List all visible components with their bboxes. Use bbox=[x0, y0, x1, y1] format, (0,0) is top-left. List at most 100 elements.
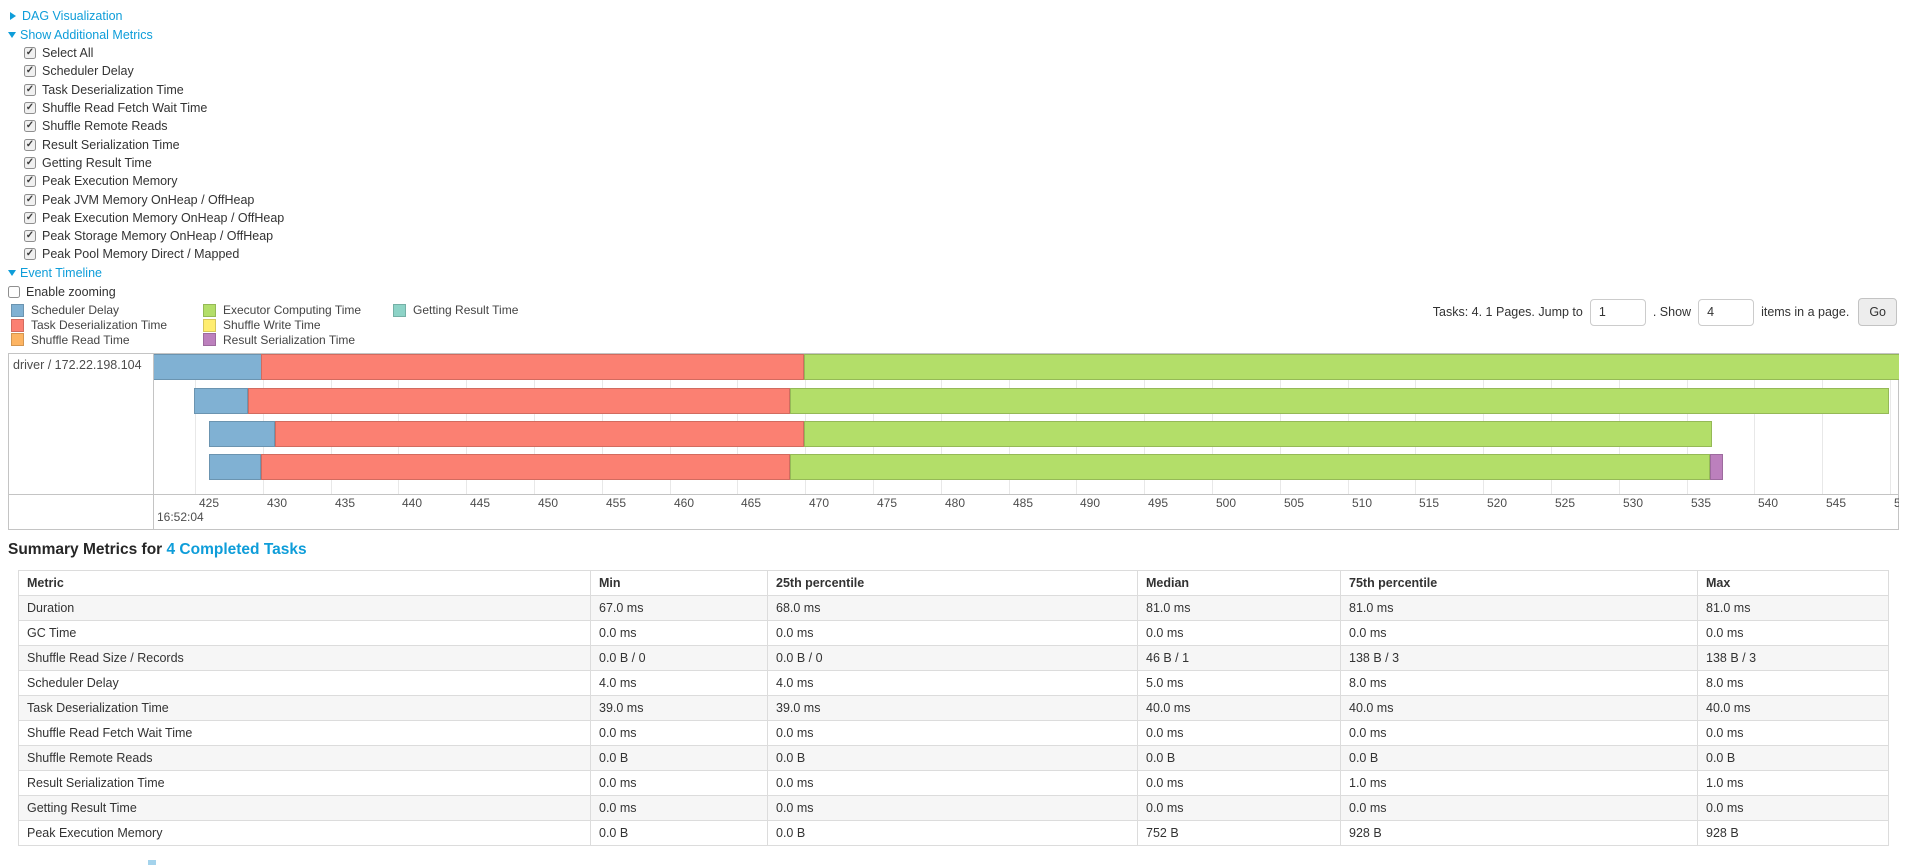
task-bar-segment-scheduler-delay[interactable] bbox=[208, 421, 275, 447]
metric-checkbox-row[interactable]: Peak Execution Memory OnHeap / OffHeap bbox=[24, 209, 284, 227]
legend-item-label: Getting Result Time bbox=[413, 303, 519, 318]
metric-checkbox-row[interactable]: Scheduler Delay bbox=[24, 62, 284, 80]
metric-checkbox-label: Scheduler Delay bbox=[42, 64, 134, 79]
metric-value-cell: 0.0 ms bbox=[590, 620, 768, 646]
metric-checkbox-row[interactable]: Peak Execution Memory bbox=[24, 172, 284, 190]
metric-checkbox-row[interactable]: Peak Storage Memory OnHeap / OffHeap bbox=[24, 227, 284, 245]
metric-checkbox-label: Peak JVM Memory OnHeap / OffHeap bbox=[42, 192, 255, 207]
metric-value-cell: 1.0 ms bbox=[1697, 770, 1889, 796]
event-timeline-toggle[interactable]: Event Timeline bbox=[8, 264, 284, 283]
metric-checkbox[interactable] bbox=[24, 65, 36, 78]
task-bar-segment-executor-computing[interactable] bbox=[803, 421, 1713, 447]
metric-name-cell: Task Deserialization Time bbox=[18, 695, 591, 721]
metric-checkbox-row[interactable]: Select All bbox=[24, 44, 284, 62]
metric-checkbox-row[interactable]: Shuffle Read Fetch Wait Time bbox=[24, 99, 284, 117]
task-bar-segment-scheduler-delay[interactable] bbox=[208, 454, 262, 480]
event-timeline-link[interactable]: Event Timeline bbox=[20, 266, 102, 281]
metric-checkbox[interactable] bbox=[24, 156, 36, 169]
task-bar-segment-task-deserialization[interactable] bbox=[261, 454, 791, 480]
metric-checkbox[interactable] bbox=[24, 248, 36, 261]
metric-checkbox[interactable] bbox=[24, 83, 36, 96]
task-bar-segment-executor-computing[interactable] bbox=[803, 354, 1899, 380]
legend-column: Getting Result Time bbox=[393, 303, 518, 347]
metric-value-cell: 0.0 ms bbox=[1137, 770, 1341, 796]
metric-checkbox[interactable] bbox=[24, 211, 36, 224]
go-button[interactable]: Go bbox=[1858, 298, 1897, 326]
table-row: Result Serialization Time 0.0 ms 0.0 ms 0.0… bbox=[18, 770, 1889, 796]
metric-value-cell: 67.0 ms bbox=[590, 595, 768, 621]
task-bar-segment-task-deserialization[interactable] bbox=[261, 354, 804, 380]
dag-visualization-link[interactable]: DAG Visualization bbox=[22, 8, 123, 23]
axis-tick-label: 490 bbox=[1080, 496, 1101, 510]
task-bar-segment-scheduler-delay[interactable] bbox=[154, 354, 262, 380]
table-header-row: Metric Min 25th percentile Median 75th perce… bbox=[18, 570, 1889, 596]
table-header-cell: 25th percentile bbox=[767, 570, 1138, 596]
legend-item-label: Result Serialization Time bbox=[223, 332, 356, 347]
metric-checkbox[interactable] bbox=[24, 102, 36, 115]
table-header-cell: Max bbox=[1697, 570, 1889, 596]
legend-item: Executor Computing Time bbox=[203, 303, 393, 318]
task-bar-segment-scheduler-delay[interactable] bbox=[193, 388, 248, 414]
metric-value-cell: 0.0 ms bbox=[1137, 720, 1341, 746]
axis-tick-label: 445 bbox=[470, 496, 491, 510]
metric-name-cell: Shuffle Read Size / Records bbox=[18, 645, 591, 671]
metric-checkbox[interactable] bbox=[24, 47, 36, 60]
result-serialization-legend-swatch-icon bbox=[203, 333, 216, 347]
task-bar-segment-executor-computing[interactable] bbox=[790, 388, 1889, 414]
task-bar-segment-task-deserialization[interactable] bbox=[247, 388, 791, 414]
axis-tick-label: 500 bbox=[1216, 496, 1237, 510]
task-bar-segment-result-serialization[interactable] bbox=[1709, 454, 1724, 480]
enable-zooming-checkbox[interactable] bbox=[8, 286, 20, 299]
show-additional-metrics-toggle[interactable]: Show Additional Metrics bbox=[8, 25, 284, 44]
legend-item-label: Shuffle Write Time bbox=[223, 318, 321, 333]
metric-checkbox[interactable] bbox=[24, 138, 36, 151]
expand-arrow-icon[interactable] bbox=[8, 31, 16, 38]
metric-checkbox-row[interactable]: Peak JVM Memory OnHeap / OffHeap bbox=[24, 190, 284, 208]
metric-checkbox-row[interactable]: Peak Pool Memory Direct / Mapped bbox=[24, 245, 284, 263]
metric-checkbox-label: Peak Execution Memory bbox=[42, 174, 178, 189]
dag-visualization-toggle[interactable]: DAG Visualization bbox=[8, 6, 284, 25]
metric-checkbox[interactable] bbox=[24, 120, 36, 133]
legend-column: Executor Computing Time Shuffle Write Tim… bbox=[203, 303, 393, 347]
metric-value-cell: 0.0 ms bbox=[590, 795, 768, 821]
metric-checkbox-row[interactable]: Shuffle Remote Reads bbox=[24, 117, 284, 135]
timeline-gridline bbox=[1890, 354, 1891, 494]
pagination-show-label: . Show bbox=[1652, 305, 1692, 319]
metric-value-cell: 40.0 ms bbox=[1137, 695, 1341, 721]
metric-checkbox[interactable] bbox=[24, 193, 36, 206]
summary-metrics-table: Metric Min 25th percentile Median 75th perce… bbox=[18, 570, 1889, 846]
legend-item: Task Deserialization Time bbox=[11, 318, 203, 333]
metric-checkbox[interactable] bbox=[24, 230, 36, 243]
pagination-controls: Tasks: 4. 1 Pages. Jump to . Show items … bbox=[1433, 296, 1897, 328]
metric-value-cell: 0.0 B / 0 bbox=[590, 645, 768, 671]
axis-tick-label: 535 bbox=[1691, 496, 1712, 510]
timeline-gridline bbox=[1822, 354, 1823, 494]
metric-value-cell: 0.0 ms bbox=[1340, 795, 1698, 821]
metric-checkbox-row[interactable]: Result Serialization Time bbox=[24, 135, 284, 153]
axis-tick-label: 505 bbox=[1284, 496, 1305, 510]
metric-value-cell: 0.0 ms bbox=[590, 770, 768, 796]
metric-checkbox-row[interactable]: Getting Result Time bbox=[24, 154, 284, 172]
timeline-axis-line bbox=[9, 494, 1898, 495]
expand-arrow-icon[interactable] bbox=[8, 270, 16, 277]
axis-tick-label: 545 bbox=[1826, 496, 1847, 510]
legend-column: Scheduler Delay Task Deserialization Time… bbox=[11, 303, 203, 347]
enable-zooming-row[interactable]: Enable zooming bbox=[8, 284, 284, 301]
metric-checkbox[interactable] bbox=[24, 175, 36, 188]
metric-checkbox-row[interactable]: Task Deserialization Time bbox=[24, 81, 284, 99]
show-additional-metrics-link[interactable]: Show Additional Metrics bbox=[20, 27, 153, 42]
table-row: GC Time 0.0 ms 0.0 ms 0.0 ms 0.0 ms 0.0 ms bbox=[18, 620, 1889, 646]
metric-value-cell: 40.0 ms bbox=[1340, 695, 1698, 721]
legend-item: Shuffle Write Time bbox=[203, 318, 393, 333]
axis-tick-label: 530 bbox=[1623, 496, 1644, 510]
collapse-arrow-icon[interactable] bbox=[10, 11, 16, 20]
metric-value-cell: 0.0 ms bbox=[1137, 795, 1341, 821]
legend-item: Shuffle Read Time bbox=[11, 333, 203, 348]
items-per-page-input[interactable] bbox=[1698, 298, 1755, 326]
metric-checkbox-label: Getting Result Time bbox=[42, 155, 152, 170]
task-bar-segment-task-deserialization[interactable] bbox=[275, 421, 804, 447]
task-bar-segment-executor-computing[interactable] bbox=[790, 454, 1710, 480]
metric-value-cell: 68.0 ms bbox=[767, 595, 1138, 621]
metric-value-cell: 0.0 B bbox=[767, 745, 1138, 771]
jump-to-page-input[interactable] bbox=[1589, 298, 1646, 326]
